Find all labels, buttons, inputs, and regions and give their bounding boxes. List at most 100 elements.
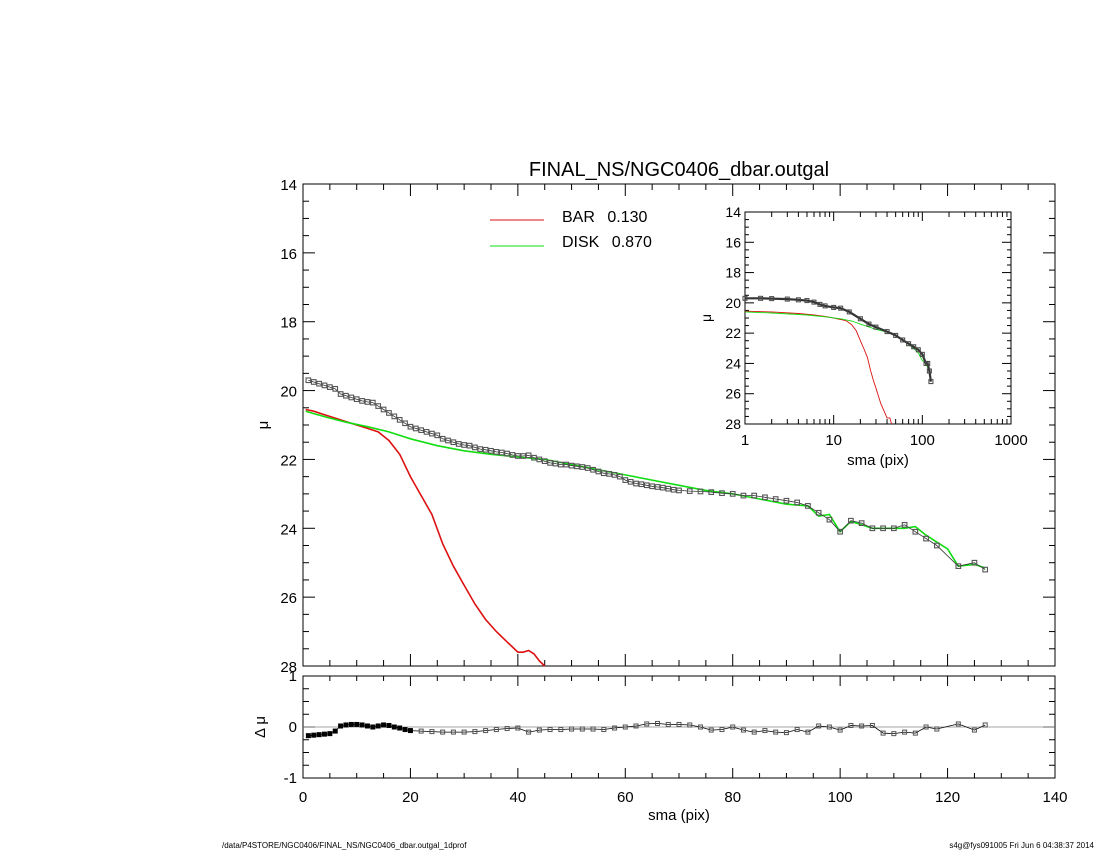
- main-data-connector: [308, 379, 986, 570]
- main-y-tick-label: 26: [280, 590, 297, 607]
- residual-point: [982, 722, 988, 728]
- inset-data-point: [795, 297, 801, 303]
- residual-point: [338, 723, 344, 729]
- residual-point: [305, 733, 311, 739]
- inset-x-tick-labels: 1 10 100 1000: [741, 432, 1028, 449]
- residual-point: [569, 726, 575, 732]
- main-data-point: [665, 485, 672, 492]
- main-data-point: [584, 465, 591, 471]
- inset-data-point: [873, 324, 879, 330]
- main-data-point: [498, 449, 505, 456]
- residual-point: [601, 727, 607, 733]
- main-data-point: [606, 471, 613, 477]
- inset-y-axis-label: μ: [698, 314, 714, 322]
- residual-point: [343, 722, 349, 728]
- main-data-point: [654, 484, 661, 490]
- residual-point: [773, 729, 779, 735]
- residual-point: [816, 723, 822, 729]
- residual-y-axis-label: Δ μ: [252, 716, 269, 738]
- inset-data-point: [893, 332, 899, 338]
- inset-data-markers: [742, 295, 934, 385]
- residual-y-tick-label: 1: [289, 668, 297, 685]
- residual-ticks: [302, 675, 1056, 779]
- main-data-point: [762, 494, 768, 501]
- main-data-point: [590, 466, 596, 473]
- main-plot: 14 16 18 20 22 24 26 28 μ BAR 0.130 DISK 0.870: [255, 177, 1056, 676]
- residual-point: [783, 730, 789, 736]
- main-ticks: [302, 183, 1056, 667]
- residual-point: [407, 728, 413, 734]
- residual-point: [912, 730, 918, 736]
- main-data-point: [627, 478, 634, 485]
- residual-x-tick-label: 20: [402, 789, 419, 806]
- residual-point: [348, 721, 354, 727]
- inset-data-point: [838, 305, 844, 311]
- residual-point: [316, 732, 322, 738]
- residual-point: [719, 727, 725, 733]
- residual-x-tick-label: 100: [828, 789, 853, 806]
- main-data-point: [445, 437, 451, 444]
- main-data-point: [574, 463, 580, 470]
- main-y-tick-label: 20: [280, 384, 297, 401]
- inset-data-point: [857, 316, 863, 322]
- residual-point: [354, 721, 360, 727]
- main-data-point: [536, 456, 543, 463]
- main-y-tick-label: 18: [280, 315, 297, 332]
- inset-data-point: [817, 301, 823, 307]
- main-data-point: [380, 406, 387, 413]
- legend-disk-label: DISK 0.870: [562, 234, 652, 251]
- main-data-point: [858, 520, 865, 526]
- residual-point: [579, 726, 585, 732]
- residual-point: [386, 722, 392, 728]
- main-data-point: [455, 441, 462, 447]
- main-y-tick-label: 24: [280, 521, 297, 538]
- residual-x-tick-label: 80: [724, 789, 741, 806]
- main-data-point: [305, 377, 312, 384]
- inset-x-tick-label: 100: [910, 432, 935, 449]
- main-data-point: [531, 454, 537, 461]
- residual-point: [504, 726, 510, 732]
- residual-point: [402, 727, 408, 733]
- main-data-point: [520, 453, 527, 459]
- inset-data-point: [831, 304, 837, 310]
- main-data-point: [482, 446, 489, 453]
- inset-data-point: [811, 299, 817, 305]
- main-data-point: [649, 483, 655, 490]
- inset-data-point: [784, 296, 790, 302]
- residual-point: [902, 729, 908, 735]
- main-data-point: [815, 509, 822, 516]
- main-series-lines: [305, 408, 986, 667]
- residual-point: [364, 723, 370, 729]
- residual-x-tick-labels: 0 20 40 60 80 100 120 140: [299, 789, 1068, 806]
- main-data-point: [525, 452, 532, 459]
- residual-y-tick-label: -1: [284, 770, 297, 787]
- inset-data-point: [928, 379, 934, 385]
- residual-point: [515, 725, 521, 731]
- main-data-point: [477, 446, 484, 452]
- inset-y-tick-label: 28: [725, 416, 741, 432]
- main-data-point: [337, 391, 344, 397]
- residual-point: [869, 722, 875, 728]
- inset-data-point: [866, 321, 872, 327]
- main-data-point: [740, 492, 747, 499]
- residual-point: [612, 725, 618, 731]
- residual-point: [397, 725, 403, 731]
- residual-point: [450, 729, 456, 735]
- residual-point: [676, 721, 682, 727]
- main-data-point: [719, 490, 725, 497]
- main-data-point: [552, 460, 559, 467]
- main-data-point: [579, 464, 586, 470]
- main-data-point: [332, 385, 339, 392]
- main-data-point: [869, 525, 876, 532]
- inset-data-point: [926, 368, 932, 374]
- inset-y-tick-label: 24: [725, 355, 741, 371]
- footer-timestamp: s4g@fys091005 Fri Jun 6 04:38:37 2014: [949, 841, 1094, 850]
- inset-x-tick-label: 10: [825, 432, 842, 449]
- inset-y-tick-label: 22: [725, 325, 741, 341]
- residual-point: [311, 732, 317, 738]
- residual-point: [859, 723, 865, 729]
- inset-y-tick-label: 18: [725, 265, 741, 281]
- residual-point: [633, 723, 639, 729]
